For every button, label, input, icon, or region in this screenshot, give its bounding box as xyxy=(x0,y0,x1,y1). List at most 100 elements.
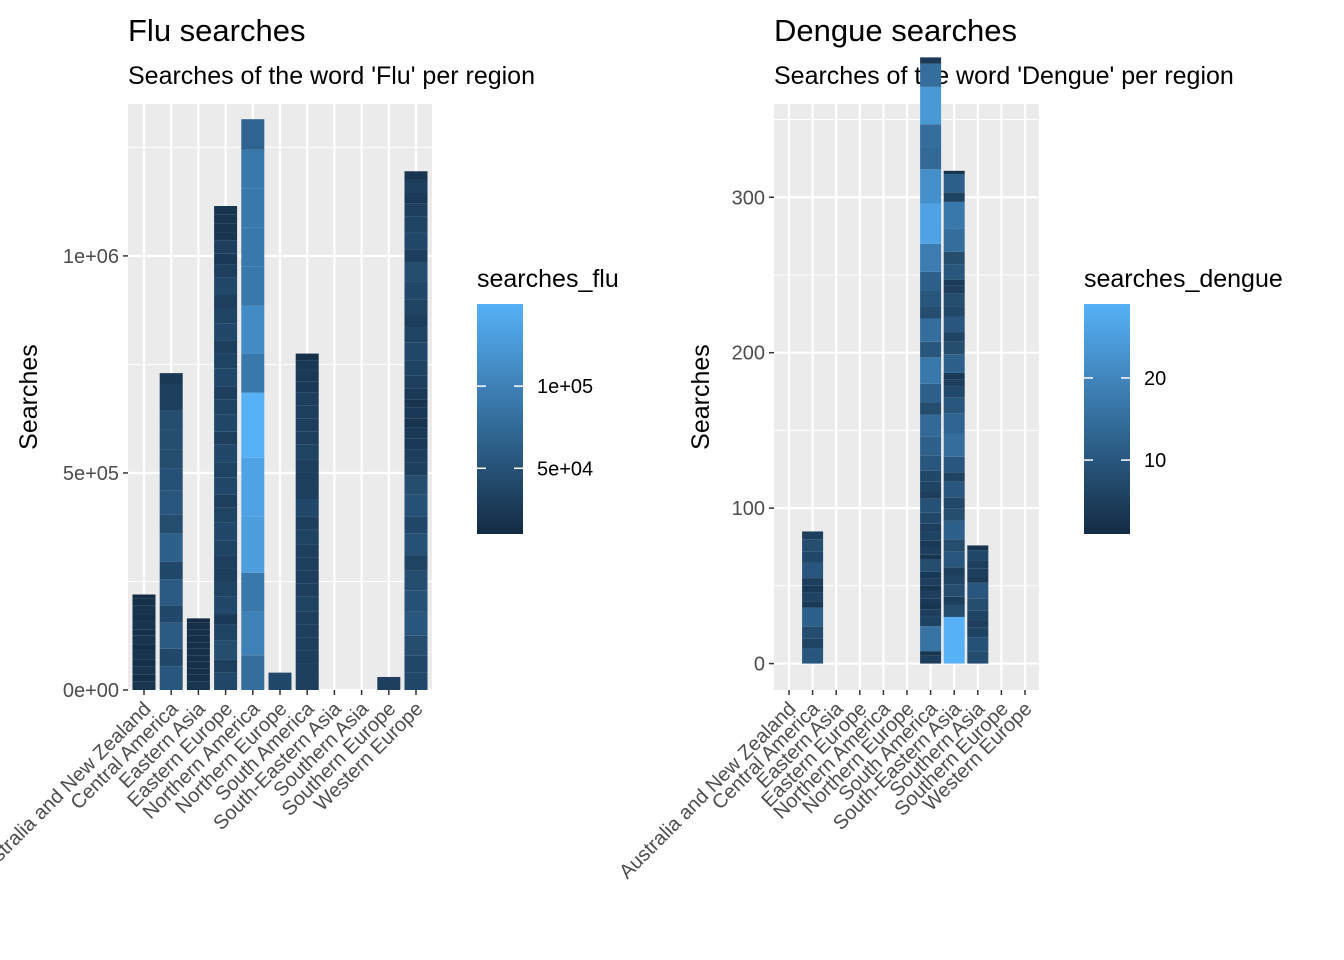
flu-bar-segment xyxy=(132,605,156,615)
dengue-bar-segment xyxy=(920,436,942,456)
flu-bar-segment xyxy=(295,472,319,486)
dengue-bar-segment xyxy=(920,357,942,384)
flu-bar-segment xyxy=(241,457,265,517)
dengue-bar-segment xyxy=(920,655,942,664)
flu-bar-segment xyxy=(404,360,428,376)
flu-bar-segment xyxy=(295,444,319,460)
flu-bar-segment xyxy=(404,388,428,400)
dengue-bar-segment xyxy=(920,616,942,627)
dengue-bar-segment xyxy=(920,455,942,471)
flu-bar-segment xyxy=(214,581,238,597)
flu-bar-segment xyxy=(214,277,238,295)
flu-bar-segment xyxy=(159,373,183,384)
flu-bar-segment xyxy=(404,635,428,656)
flu-bar-segment xyxy=(159,397,183,411)
flu-bar-segment xyxy=(214,659,238,673)
dengue-bar-segment xyxy=(920,147,942,170)
dengue-bar-segment xyxy=(943,574,965,585)
flu-bar-segment xyxy=(214,614,238,625)
dengue-bar-segment xyxy=(943,604,965,617)
flu-bar-segment xyxy=(404,611,428,636)
flu-bar-segment xyxy=(404,179,428,193)
flu-bar-segment xyxy=(186,668,210,675)
flu-bar-segment xyxy=(132,629,156,636)
flu-bar-segment xyxy=(159,605,183,623)
flu-chart-subtitle: Searches of the word 'Flu' per region xyxy=(128,62,535,90)
flu-bar-segment xyxy=(214,399,238,415)
flu-bar-segment xyxy=(186,674,210,682)
flu-bar-segment xyxy=(186,661,210,669)
dengue-chart: Dengue searches Searches of the word 'De… xyxy=(615,13,1283,883)
dengue-bar-segment xyxy=(920,523,942,532)
dengue-bar-segment xyxy=(920,86,942,125)
dengue-bar-segment xyxy=(943,596,965,605)
flu-bar-segment xyxy=(186,635,210,643)
dengue-bar-segment xyxy=(943,316,965,333)
flu-bar-segment xyxy=(404,475,428,495)
dengue-bar-segment xyxy=(920,63,942,87)
flu-bar-segment xyxy=(241,655,265,690)
dengue-bar-segment xyxy=(920,124,942,148)
flu-bar-segment xyxy=(295,405,319,419)
flu-bar-segment xyxy=(214,640,238,660)
flu-bar-segment xyxy=(132,644,156,651)
flu-bar-segment xyxy=(241,266,265,306)
flu-bar-segment xyxy=(268,672,292,690)
dengue-bar-segment xyxy=(943,228,965,252)
flu-bar-segment xyxy=(404,203,428,217)
flu-bar-segment xyxy=(132,666,156,675)
flu-bar-segment xyxy=(132,598,156,606)
flu-bar-segment xyxy=(241,611,265,656)
flu-bar-segment xyxy=(404,281,428,300)
dengue-bar-segment xyxy=(943,264,965,280)
flu-bar-segment xyxy=(214,555,238,569)
dengue-bar-segment xyxy=(920,554,942,560)
flu-bar-segment xyxy=(214,462,238,478)
dengue-bar-segment xyxy=(943,539,965,552)
dengue-bar-segment xyxy=(967,545,989,551)
dengue-bar-segment xyxy=(943,285,965,294)
dengue-chart-subtitle: Searches of the word 'Dengue' per region xyxy=(774,62,1234,90)
dengue-bar-segment xyxy=(943,567,965,575)
flu-bar-segment xyxy=(404,449,428,463)
dengue-bar-segment xyxy=(943,508,965,521)
dengue-bar-segment xyxy=(943,397,965,414)
flu-bar-segment xyxy=(295,459,319,473)
flu-bar-segment xyxy=(186,642,210,649)
flu-bar-segment xyxy=(214,308,238,324)
flu-bar-segment xyxy=(186,629,210,636)
flu-legend-title: searches_flu xyxy=(477,265,619,293)
flu-bar-segment xyxy=(214,477,238,495)
dengue-bar-segment xyxy=(967,576,989,583)
flu-bar-segment xyxy=(186,681,210,690)
dengue-bar-segment xyxy=(920,169,942,204)
flu-bar-segment xyxy=(132,659,156,667)
flu-bar-segment xyxy=(295,650,319,664)
dengue-bar-segment xyxy=(920,626,942,652)
flu-bar-segment xyxy=(159,648,183,667)
flu-bar-segment xyxy=(214,232,238,241)
dengue-bar-segment xyxy=(802,626,824,639)
flu-bar-segment xyxy=(241,353,265,393)
flu-bar-segment xyxy=(241,392,265,458)
flu-bar-segment xyxy=(295,557,319,571)
dengue-bar-segment xyxy=(920,651,942,656)
dengue-bar-segment xyxy=(967,598,989,611)
dengue-bar-segment xyxy=(920,383,942,403)
flu-bar-segment xyxy=(404,570,428,591)
flu-bar-segment xyxy=(186,655,210,662)
dengue-bar-segment xyxy=(943,306,965,317)
flu-bar-segment xyxy=(132,650,156,660)
flu-bar-segment xyxy=(404,516,428,534)
dengue-bar-segment xyxy=(943,293,965,307)
flu-bar-segment xyxy=(214,353,238,369)
flu-bar-segment xyxy=(214,414,238,432)
dengue-y-tick-label: 0 xyxy=(754,654,765,676)
dengue-bar-segment xyxy=(967,610,989,621)
flu-bar-segment xyxy=(404,327,428,343)
flu-bar-segment xyxy=(404,249,428,263)
flu-bar-segment xyxy=(214,507,238,523)
dengue-legend-title: searches_dengue xyxy=(1084,265,1283,293)
dengue-y-tick-label: 300 xyxy=(732,187,765,209)
dengue-bar-segment xyxy=(802,539,824,552)
